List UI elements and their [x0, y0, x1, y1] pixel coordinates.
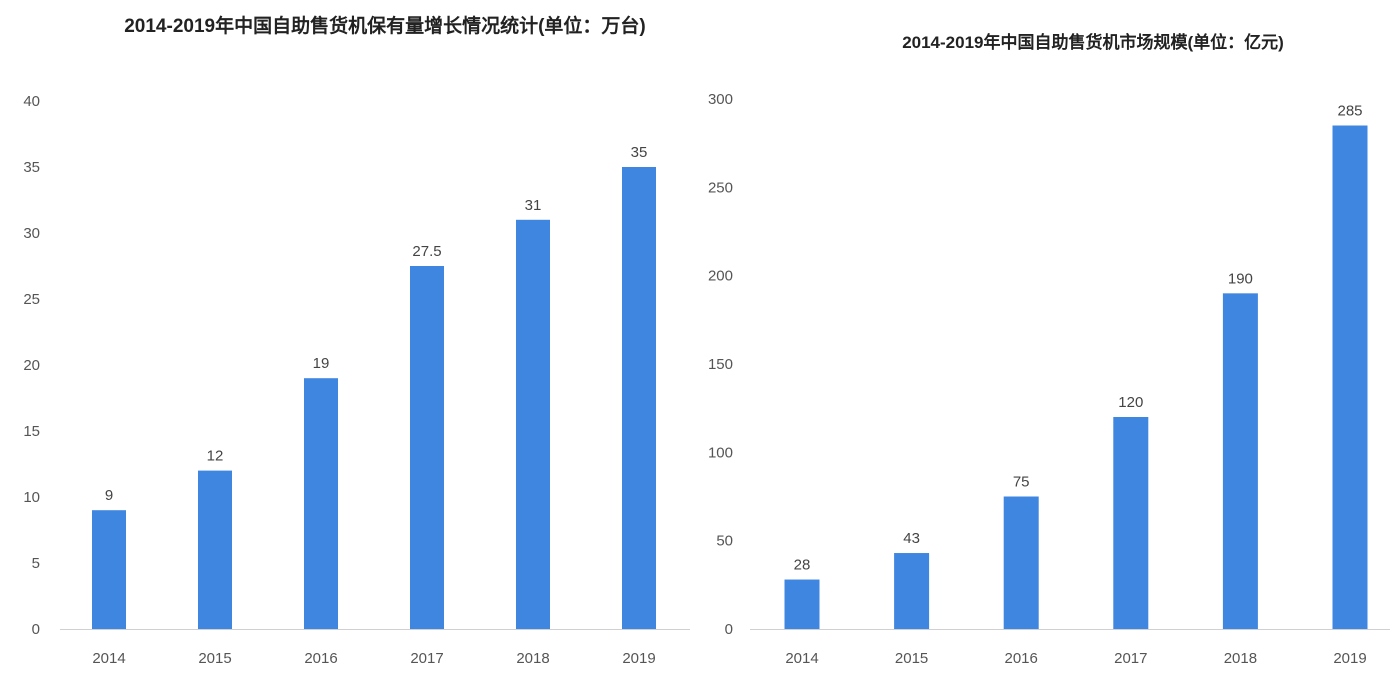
- data-label: 19: [313, 355, 330, 372]
- y-tick-label: 20: [23, 357, 40, 374]
- chart-title: 2014-2019年中国自助售货机市场规模(单位：亿元): [902, 32, 1284, 52]
- data-label: 35: [631, 144, 648, 161]
- y-tick-label: 30: [23, 225, 40, 242]
- chart-market-size: 2014-2019年中国自助售货机市场规模(单位：亿元) 0 50 100 150 20…: [708, 32, 1390, 667]
- data-label: 28: [794, 557, 811, 574]
- chart-title: 2014-2019年中国自助售货机保有量增长情况统计(单位：万台): [124, 14, 646, 37]
- y-tick-label: 50: [716, 533, 733, 550]
- x-tick-label: 2019: [1333, 650, 1366, 667]
- bar: [92, 510, 126, 629]
- bar: [1332, 125, 1368, 629]
- bar: [784, 579, 820, 629]
- x-tick-label: 2018: [1224, 650, 1257, 667]
- bar: [1222, 293, 1258, 629]
- x-tick-label: 2016: [1005, 650, 1038, 667]
- data-label: 9: [105, 487, 113, 504]
- y-tick-label: 250: [708, 179, 733, 196]
- bar: [410, 266, 444, 629]
- chart-vending-machine-count: 2014-2019年中国自助售货机保有量增长情况统计(单位：万台) 0 5 10 15…: [23, 14, 690, 667]
- y-tick-label: 300: [708, 91, 733, 108]
- bar: [894, 553, 930, 629]
- x-tick-label: 2017: [410, 650, 443, 667]
- data-label: 285: [1337, 103, 1362, 120]
- y-tick-label: 40: [23, 93, 40, 110]
- x-tick-label: 2017: [1114, 650, 1147, 667]
- data-label: 190: [1228, 270, 1253, 287]
- x-tick-label: 2014: [785, 650, 818, 667]
- bar: [304, 378, 338, 629]
- x-tick-label: 2019: [622, 650, 655, 667]
- data-label: 43: [903, 530, 920, 547]
- y-tick-label: 0: [725, 621, 733, 638]
- data-label: 27.5: [412, 243, 441, 260]
- bar: [198, 470, 232, 629]
- data-label: 120: [1118, 394, 1143, 411]
- y-tick-label: 35: [23, 159, 40, 176]
- bar: [1003, 496, 1039, 629]
- x-tick-label: 2014: [92, 650, 125, 667]
- data-label: 31: [525, 197, 542, 214]
- y-tick-label: 150: [708, 356, 733, 373]
- data-label: 75: [1013, 474, 1030, 491]
- y-tick-label: 0: [32, 621, 40, 638]
- y-tick-label: 25: [23, 291, 40, 308]
- x-tick-label: 2015: [198, 650, 231, 667]
- x-tick-label: 2018: [516, 650, 549, 667]
- x-tick-label: 2015: [895, 650, 928, 667]
- y-tick-label: 15: [23, 423, 40, 440]
- bar: [516, 219, 550, 630]
- y-tick-label: 200: [708, 268, 733, 285]
- x-tick-label: 2016: [304, 650, 337, 667]
- bar: [622, 167, 656, 629]
- y-tick-label: 5: [32, 555, 40, 572]
- y-tick-label: 100: [708, 444, 733, 461]
- bar: [1113, 417, 1149, 629]
- y-tick-label: 10: [23, 489, 40, 506]
- data-label: 12: [207, 448, 224, 465]
